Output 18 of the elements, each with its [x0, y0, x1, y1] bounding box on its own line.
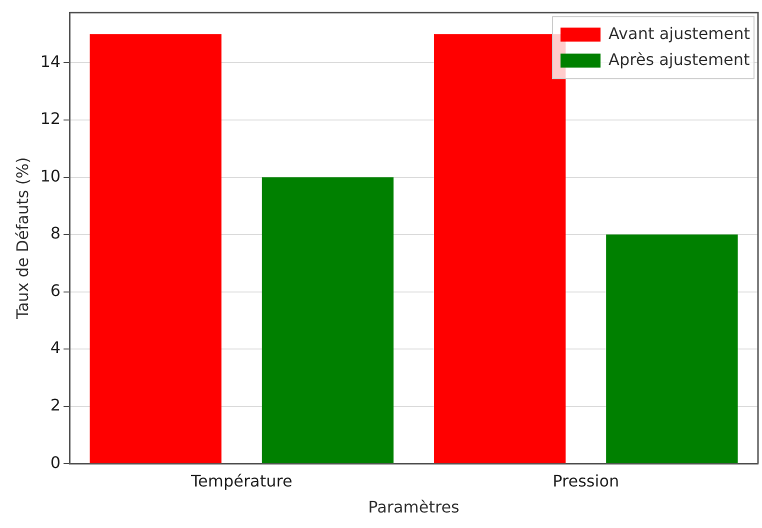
- y-axis-title: Taux de Défauts (%): [12, 157, 32, 320]
- x-axis-title: Paramètres: [368, 498, 460, 517]
- x-tick-label: Température: [190, 471, 292, 490]
- legend-label: Après ajustement: [608, 50, 750, 69]
- y-tick-label: 6: [50, 280, 61, 300]
- bar: [434, 34, 566, 464]
- y-tick-label: 10: [40, 166, 61, 186]
- legend-label: Avant ajustement: [608, 24, 750, 43]
- bar: [606, 234, 738, 464]
- y-tick-label: 2: [50, 395, 61, 414]
- y-tick-label: 12: [40, 109, 61, 128]
- y-tick-label: 0: [50, 452, 61, 472]
- bar: [90, 34, 222, 464]
- y-tick-label: 14: [40, 52, 61, 71]
- y-tick-label: 4: [50, 338, 61, 358]
- y-tick-label: 8: [50, 224, 61, 243]
- x-tick-label: Pression: [552, 471, 620, 490]
- bar: [262, 177, 394, 464]
